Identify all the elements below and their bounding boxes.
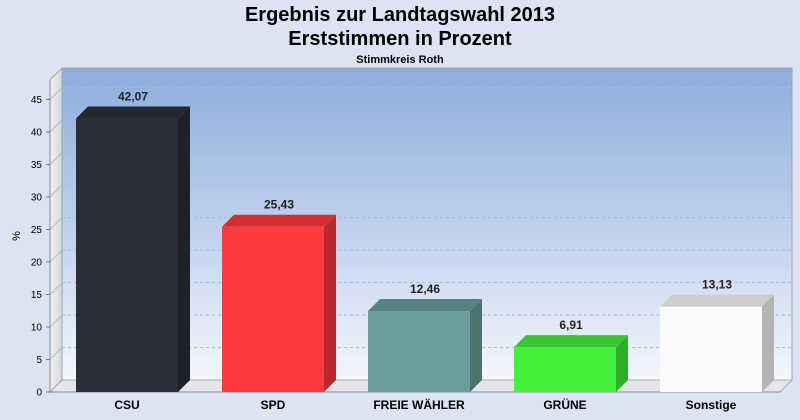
chart-caption: Stimmkreis Roth bbox=[356, 54, 444, 66]
gridline-wall bbox=[49, 217, 63, 230]
y-tick-label: 15 bbox=[31, 290, 43, 301]
bar-top bbox=[660, 294, 774, 307]
x-tick-label: SPD bbox=[261, 398, 286, 412]
bar-front bbox=[660, 306, 762, 392]
data-label: 6,91 bbox=[559, 318, 583, 332]
bar-front bbox=[222, 226, 324, 392]
bar-side bbox=[470, 299, 482, 392]
bar-csu bbox=[76, 106, 190, 393]
bar-side bbox=[616, 335, 628, 392]
gridline-wall bbox=[49, 152, 63, 165]
x-tick-label: FREIE WÄHLER bbox=[373, 397, 465, 412]
bar-top bbox=[368, 299, 482, 312]
y-tick-label: 45 bbox=[31, 95, 43, 106]
y-tick-label: 20 bbox=[31, 258, 43, 269]
gridline-wall bbox=[49, 347, 63, 360]
y-tick-label: 30 bbox=[31, 193, 43, 204]
bar-top bbox=[76, 106, 190, 119]
data-label: 42,07 bbox=[118, 90, 148, 104]
bar-front bbox=[514, 347, 616, 392]
x-tick-label: CSU bbox=[114, 398, 139, 412]
y-tick-label: 35 bbox=[31, 160, 43, 171]
x-tick-label: Sonstige bbox=[686, 398, 737, 412]
gridline-wall bbox=[49, 314, 63, 328]
bar-front bbox=[368, 311, 470, 392]
chart-title: Ergebnis zur Landtagswahl 2013 bbox=[244, 4, 556, 26]
bar-side bbox=[762, 294, 774, 392]
y-tick-label: 10 bbox=[31, 323, 43, 334]
y-tick-label: 40 bbox=[31, 128, 43, 139]
bar-side bbox=[324, 214, 336, 392]
data-label: 25,43 bbox=[264, 198, 294, 212]
y-axis-label: % bbox=[11, 231, 23, 241]
chart-subtitle: Erststimmen in Prozent bbox=[288, 28, 512, 50]
y-tick-label: 0 bbox=[36, 388, 42, 399]
bar-sonstige bbox=[660, 294, 774, 392]
bar-freie-wähler bbox=[368, 299, 482, 392]
bar-side bbox=[178, 106, 190, 393]
bar-front bbox=[76, 118, 178, 393]
bar-spd bbox=[222, 214, 336, 392]
y-tick-label: 5 bbox=[36, 355, 42, 366]
gridline-wall bbox=[49, 119, 63, 133]
gridline-wall bbox=[49, 282, 63, 295]
x-tick-label: GRÜNE bbox=[543, 397, 586, 412]
y-tick-label: 25 bbox=[31, 225, 43, 236]
gridline-wall bbox=[49, 184, 63, 198]
gridline-wall bbox=[49, 249, 63, 263]
plot-side-wall bbox=[49, 66, 63, 394]
bar-top bbox=[222, 214, 336, 227]
gridline-wall bbox=[49, 87, 63, 100]
bar-top bbox=[514, 335, 628, 348]
data-label: 13,13 bbox=[702, 278, 732, 292]
data-label: 12,46 bbox=[410, 282, 440, 296]
bar-grüne bbox=[514, 335, 628, 392]
